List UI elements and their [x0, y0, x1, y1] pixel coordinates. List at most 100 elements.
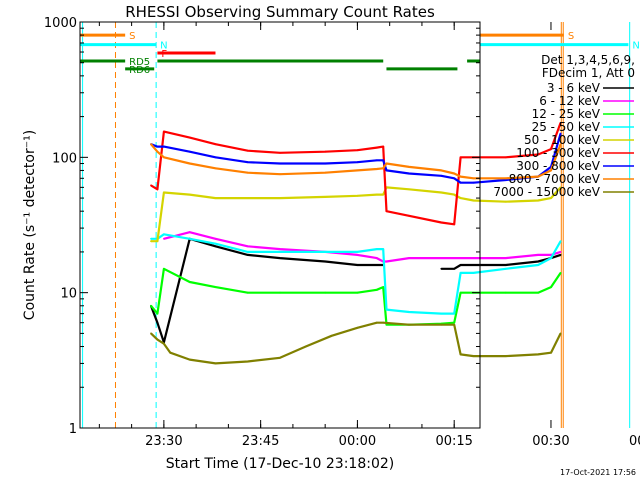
data-point-100-300-kev	[375, 146, 378, 149]
data-point-100-300-kev	[504, 156, 507, 159]
data-point-300-800-kev	[559, 132, 562, 135]
data-point-6-12-kev	[537, 254, 539, 256]
data-point-3-6-kev	[214, 245, 217, 248]
data-point-100-300-kev	[356, 149, 359, 152]
data-point-100-300-kev	[550, 148, 552, 151]
data-point-50-100-kev	[537, 199, 539, 202]
x-tick-label: 23:45	[242, 434, 279, 449]
data-point-25-50-kev	[214, 242, 217, 245]
data-point-800-7000-kev	[356, 169, 359, 172]
data-point-300-800-kev	[385, 169, 388, 172]
data-point-50-100-kev	[550, 197, 552, 200]
data-point-12-25-kev	[163, 267, 165, 270]
data-point-100-300-kev	[156, 188, 159, 191]
legend-label-3-6-kev: 3 - 6 keV	[547, 81, 601, 95]
data-point-6-12-kev	[472, 257, 475, 259]
data-point-12-25-kev	[385, 323, 388, 326]
data-point-50-100-kev	[375, 193, 378, 196]
data-point-300-800-kev	[440, 174, 443, 177]
data-point-100-300-kev	[385, 210, 388, 213]
data-point-300-800-kev	[504, 179, 507, 181]
data-point-12-25-kev	[324, 291, 327, 294]
data-point-7000-15000-kev	[169, 351, 172, 354]
vertical-markers-layer	[82, 22, 631, 428]
data-point-7000-15000-kev	[472, 355, 475, 357]
data-point-800-7000-kev	[246, 171, 249, 174]
data-point-12-25-kev	[279, 291, 281, 294]
data-point-100-300-kev	[440, 221, 443, 224]
data-point-300-800-kev	[188, 150, 191, 153]
data-point-800-7000-kev	[214, 167, 217, 170]
legend-label-6-12-kev: 6 - 12 keV	[539, 94, 601, 108]
data-point-50-100-kev	[150, 240, 152, 243]
x-axis-label: Start Time (17-Dec-10 23:18:02)	[166, 456, 394, 472]
data-point-300-800-kev	[279, 162, 281, 165]
data-point-25-50-kev	[150, 237, 152, 240]
data-point-12-25-kev	[156, 312, 159, 315]
data-point-800-7000-kev	[156, 150, 159, 153]
data-point-25-50-kev	[385, 308, 388, 311]
data-point-3-6-kev	[537, 260, 539, 263]
data-point-6-12-kev	[453, 257, 456, 259]
x-tick-label: 00:30	[532, 434, 569, 449]
x-tick-label: 00:15	[435, 434, 472, 449]
data-point-50-100-kev	[440, 191, 443, 194]
data-point-12-25-kev	[214, 286, 217, 288]
data-point-300-800-kev	[246, 161, 249, 164]
data-point-100-300-kev	[453, 223, 456, 226]
data-point-50-100-kev	[472, 199, 475, 202]
data-point-50-100-kev	[453, 193, 456, 196]
data-point-100-300-kev	[324, 150, 327, 153]
data-point-25-50-kev	[504, 267, 507, 270]
data-point-300-800-kev	[156, 145, 159, 148]
data-point-800-7000-kev	[537, 175, 539, 178]
data-point-300-800-kev	[214, 156, 217, 159]
data-point-3-6-kev	[440, 267, 443, 270]
data-point-100-300-kev	[408, 214, 410, 217]
data-point-12-25-kev	[356, 291, 359, 294]
data-point-7000-15000-kev	[559, 332, 562, 335]
status-bar-label-n-2: N	[160, 41, 167, 52]
data-point-100-300-kev	[382, 145, 385, 148]
data-point-7000-15000-kev	[246, 360, 249, 363]
data-point-800-7000-kev	[440, 169, 443, 172]
data-point-3-6-kev	[279, 257, 281, 259]
data-point-6-12-kev	[385, 260, 388, 263]
legend-label-800-7000-kev: 800 - 7000 keV	[509, 172, 601, 186]
data-point-12-25-kev	[375, 288, 378, 291]
data-point-300-800-kev	[375, 159, 378, 162]
data-point-7000-15000-kev	[330, 334, 333, 337]
data-point-800-7000-kev	[188, 162, 191, 165]
data-point-50-100-kev	[504, 200, 507, 203]
data-point-800-7000-kev	[279, 173, 281, 176]
data-point-25-50-kev	[382, 248, 385, 251]
data-point-800-7000-kev	[472, 177, 475, 180]
data-point-3-6-kev	[156, 321, 159, 324]
series-line-7000-15000-kev	[150, 321, 562, 365]
data-point-7000-15000-kev	[150, 332, 152, 335]
data-point-12-25-kev	[453, 321, 456, 324]
data-point-50-100-kev	[459, 197, 462, 200]
y-tick-label: 100	[52, 151, 77, 166]
series-line-100-300-kev	[150, 122, 562, 226]
data-point-6-12-kev	[356, 254, 359, 256]
data-point-7000-15000-kev	[356, 326, 359, 329]
data-point-50-100-kev	[246, 197, 249, 200]
data-point-800-7000-kev	[382, 167, 385, 170]
legend-header-line-2: FDecim 1, Att 0	[542, 66, 635, 80]
series-line-12-25-kev	[150, 267, 562, 326]
data-point-800-7000-kev	[459, 175, 462, 178]
data-point-25-50-kev	[163, 233, 165, 236]
data-point-7000-15000-kev	[453, 323, 456, 326]
data-point-12-25-kev	[459, 291, 462, 294]
data-point-100-300-kev	[246, 149, 249, 152]
data-point-800-7000-kev	[453, 172, 456, 175]
status-bar-label-s-1: S	[568, 31, 574, 42]
legend-label-100-300-kev: 100 - 300 keV	[516, 146, 600, 160]
data-point-300-800-kev	[356, 161, 359, 164]
data-point-800-7000-kev	[375, 168, 378, 170]
data-point-3-6-kev	[453, 267, 456, 270]
status-bar-label-s-0: S	[129, 31, 135, 42]
footer-timestamp: 17-Oct-2021 17:56	[560, 468, 636, 477]
